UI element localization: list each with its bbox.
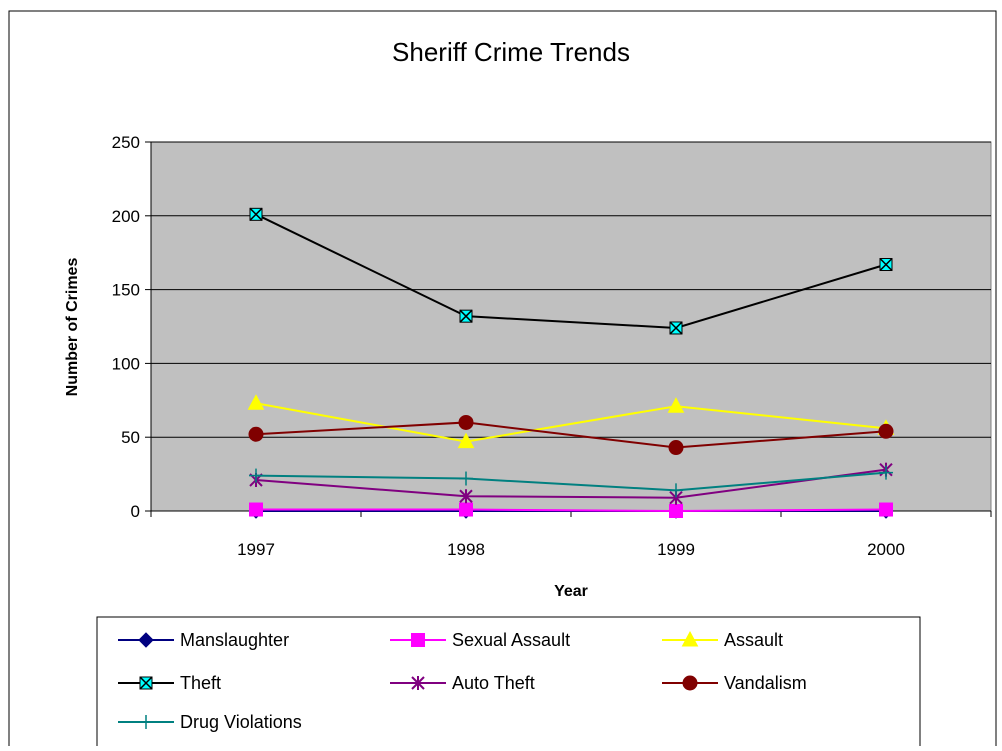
data-point (249, 502, 263, 517)
plot-area: 0 50 100 150 200 250 1997 1998 1999 2000 (112, 133, 992, 559)
y-tick-label: 150 (112, 281, 140, 300)
y-tick-label: 0 (131, 502, 140, 521)
x-tick-label: 1997 (237, 540, 275, 559)
legend-label: Assault (724, 630, 783, 650)
data-point (669, 321, 683, 335)
data-point (457, 432, 475, 449)
legend-item: Assault (662, 630, 783, 650)
series-line-auto-theft (255, 468, 887, 499)
y-tick-label: 100 (112, 354, 140, 373)
data-point (458, 414, 474, 430)
legend-marker (139, 715, 153, 729)
data-point (667, 397, 685, 413)
series-line-theft (255, 213, 887, 329)
chart-title: Sheriff Crime Trends (392, 37, 630, 67)
y-tick-label: 200 (112, 207, 140, 226)
legend-marker (682, 675, 698, 691)
x-axis-label: Year (554, 583, 588, 600)
y-tick-label: 250 (112, 133, 140, 152)
data-point (247, 394, 265, 410)
legend-item: Theft (118, 673, 221, 693)
data-point (668, 440, 684, 456)
plot-background (150, 141, 992, 512)
legend-item: Vandalism (662, 673, 807, 693)
series-line-drug-violations (255, 471, 887, 492)
data-point (879, 502, 893, 517)
legend: Manslaughter Sexual Assault Assault Theft Au… (96, 616, 921, 748)
data-point (669, 504, 683, 518)
legend-marker (411, 633, 425, 647)
data-point (879, 465, 893, 480)
legend-marker (139, 676, 153, 690)
legend-box (96, 616, 921, 748)
legend-marker (681, 630, 699, 647)
legend-marker (411, 676, 425, 690)
legend-item: Auto Theft (390, 673, 535, 693)
series-line-assault (255, 402, 887, 443)
data-point (879, 257, 893, 272)
data-point (248, 426, 264, 442)
data-point (459, 502, 473, 517)
y-tick-label: 50 (121, 428, 140, 447)
x-tick-label: 1999 (657, 540, 695, 559)
legend-label: Manslaughter (180, 630, 289, 650)
legend-marker (138, 632, 154, 648)
y-axis-label: Number of Crimes (64, 258, 81, 397)
legend-item: Drug Violations (118, 712, 302, 732)
series-line-sexual-assault (256, 508, 887, 513)
legend-item: Manslaughter (118, 630, 289, 650)
data-point (669, 483, 683, 498)
legend-label: Theft (180, 673, 221, 693)
legend-label: Sexual Assault (452, 630, 570, 650)
data-point (459, 471, 473, 486)
legend-label: Drug Violations (180, 712, 302, 732)
data-point (459, 489, 473, 504)
x-tick-label: 1998 (447, 540, 485, 559)
data-point (459, 309, 473, 323)
legend-label: Vandalism (724, 673, 807, 693)
x-tick-label: 2000 (867, 540, 905, 559)
data-point (878, 423, 894, 439)
data-point (249, 468, 263, 483)
legend-label: Auto Theft (452, 673, 535, 693)
series-line-vandalism (255, 421, 887, 449)
data-point (249, 207, 263, 221)
legend-item: Sexual Assault (390, 630, 570, 650)
